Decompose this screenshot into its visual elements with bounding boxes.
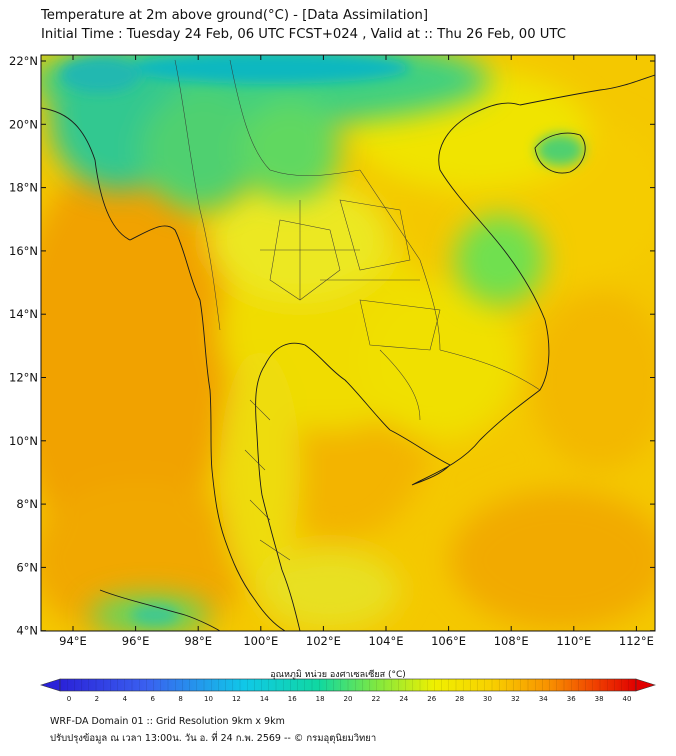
colorbar-title: อุณหภูมิ หน่วย องศาเซลเซียส (°C) [270, 670, 406, 680]
colorbar-tick-label: 8 [178, 695, 182, 703]
colorbar-tick-label: 26 [427, 695, 436, 703]
map-frame [40, 54, 656, 632]
chart-title: Temperature at 2m above ground(°C) - [Da… [41, 8, 429, 23]
lon-tick-label: 106°E [431, 634, 466, 648]
lon-tick-label: 110°E [556, 634, 591, 648]
lon-tick-label: 112°E [619, 634, 654, 648]
lon-tick-label: 100°E [243, 634, 278, 648]
colorbar-tick-label: 38 [595, 695, 604, 703]
lat-tick-label: 20°N [9, 117, 38, 131]
colorbar-tick-label: 34 [539, 695, 548, 703]
colorbar-tick-label: 4 [123, 695, 128, 703]
chart-subtitle: Initial Time : Tuesday 24 Feb, 06 UTC FC… [41, 27, 566, 42]
footer-update-info: ปรับปรุงข้อมูล ณ เวลา 13:00น. วัน อ. ที่… [50, 733, 377, 744]
colorbar: 0 2 4 6 8 10 12 14 16 18 20 22 24 26 28 30 32 34 36 38 40 [40, 678, 656, 703]
colorbar-tick-label: 18 [316, 695, 325, 703]
colorbar-tick-label: 36 [567, 695, 576, 703]
colorbar-tick-label: 12 [232, 695, 241, 703]
lat-tick-label: 8°N [16, 497, 38, 511]
lat-tick-label: 6°N [16, 560, 38, 574]
temperature-field [41, 55, 655, 631]
coastlines [41, 74, 655, 631]
colorbar-tick-label: 14 [260, 695, 269, 703]
lon-tick-label: 104°E [369, 634, 404, 648]
lat-tick-label: 18°N [9, 181, 38, 195]
lat-tick-label: 12°N [9, 371, 38, 385]
lon-tick-label: 96°E [122, 634, 150, 648]
lat-tick-label: 10°N [9, 434, 38, 448]
province-borders [174, 59, 541, 561]
lon-tick-label: 102°E [306, 634, 341, 648]
colorbar-tick-label: 2 [95, 695, 99, 703]
lon-tick-label: 94°E [59, 634, 87, 648]
colorbar-tick-label: 24 [399, 695, 408, 703]
colorbar-tick-label: 10 [204, 695, 213, 703]
footer-model-info: WRF-DA Domain 01 :: Grid Resolution 9km … [50, 716, 285, 727]
colorbar-tick-label: 6 [150, 695, 155, 703]
colorbar-tick-label: 28 [455, 695, 464, 703]
colorbar-tick-label: 40 [623, 695, 632, 703]
colorbar-tick-label: 30 [483, 695, 492, 703]
lon-tick-label: 98°E [184, 634, 212, 648]
colorbar-high-arrow [635, 678, 656, 692]
lon-tick-label: 108°E [494, 634, 529, 648]
lat-tick-label: 22°N [9, 54, 38, 68]
lat-tick-label: 4°N [16, 624, 38, 638]
lat-tick-label: 16°N [9, 244, 38, 258]
colorbar-tick-label: 22 [371, 695, 380, 703]
colorbar-tick-label: 16 [288, 695, 297, 703]
colorbar-tick-label: 32 [511, 695, 520, 703]
longitude-ticks: 94°E 96°E 98°E 100°E 102°E 104°E 106°E 108°E 110… [59, 55, 654, 648]
lat-tick-label: 14°N [9, 307, 38, 321]
colorbar-tick-label: 0 [67, 695, 71, 703]
latitude-ticks: 22°N 20°N 18°N 16°N 14°N 12°N 10°N 8°N 6°N 4°N [9, 54, 655, 638]
colorbar-tick-label: 20 [344, 695, 353, 703]
